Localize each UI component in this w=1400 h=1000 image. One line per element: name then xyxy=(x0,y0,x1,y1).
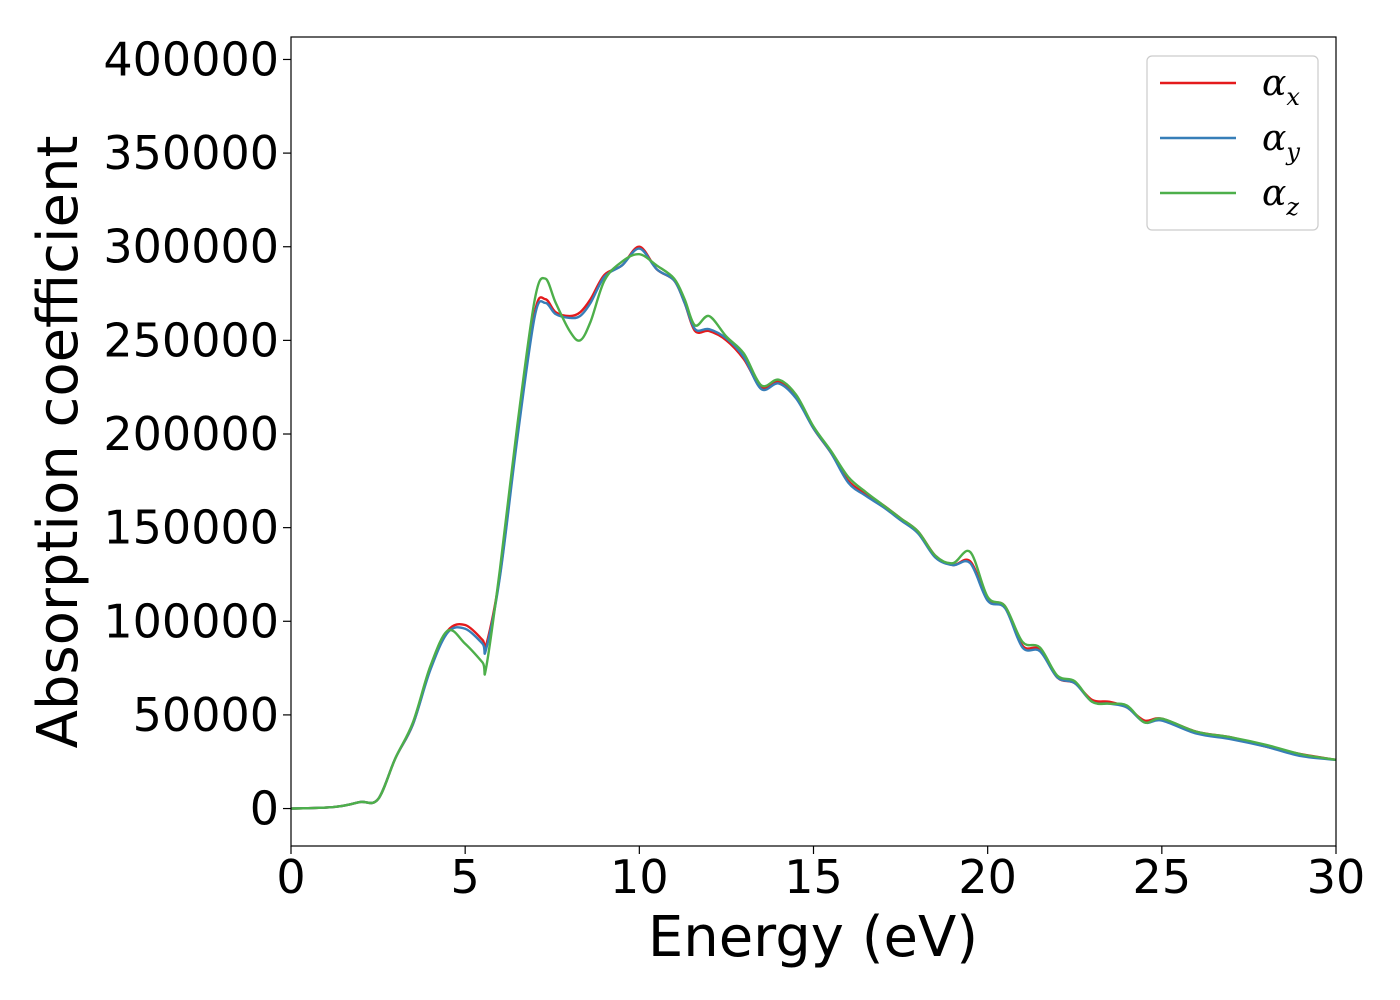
x-axis: 0 5 10 15 20 25 30 xyxy=(276,846,1365,904)
y-tick-label: 200000 xyxy=(103,407,279,461)
y-tick-label: 250000 xyxy=(103,313,279,367)
y-tick-label: 50000 xyxy=(133,688,279,742)
x-tick-label: 30 xyxy=(1307,850,1366,904)
legend-box xyxy=(1146,55,1319,231)
y-tick-label: 150000 xyxy=(103,501,279,555)
y-tick-label: 300000 xyxy=(103,220,279,274)
series-line-z xyxy=(290,252,1337,810)
y-tick-label: 350000 xyxy=(103,126,279,180)
y-axis-title: Absorption coefficient xyxy=(26,136,91,749)
x-tick-label: 15 xyxy=(784,850,843,904)
x-tick-label: 5 xyxy=(451,850,480,904)
y-tick-label: 0 xyxy=(250,782,279,836)
y-axis: 0 50000 100000 150000 200000 250000 300000 3500… xyxy=(103,32,291,836)
x-tick-label: 20 xyxy=(958,850,1017,904)
x-tick-label: 0 xyxy=(276,850,305,904)
y-tick-label: 100000 xyxy=(103,594,279,648)
series-layer xyxy=(290,245,1337,810)
y-tick-label: 400000 xyxy=(103,32,279,86)
x-tick-label: 25 xyxy=(1133,850,1192,904)
x-tick-label: 10 xyxy=(610,850,669,904)
x-axis-title: Energy (eV) xyxy=(648,905,978,970)
